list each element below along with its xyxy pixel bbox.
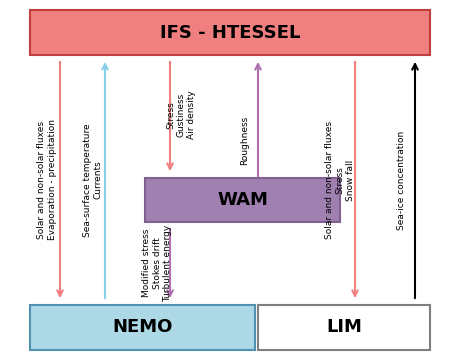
FancyBboxPatch shape bbox=[30, 10, 430, 55]
Text: Roughness: Roughness bbox=[240, 115, 249, 165]
Text: Solar and non-solar fluxes
Stress
Snow fall: Solar and non-solar fluxes Stress Snow f… bbox=[325, 121, 355, 239]
Text: IFS - HTESSEL: IFS - HTESSEL bbox=[160, 24, 300, 42]
Text: NEMO: NEMO bbox=[112, 319, 173, 337]
FancyBboxPatch shape bbox=[145, 178, 340, 222]
Text: Sea-ice concentration: Sea-ice concentration bbox=[397, 130, 406, 230]
Text: Stress
Gustiness
Air density: Stress Gustiness Air density bbox=[166, 90, 196, 139]
FancyBboxPatch shape bbox=[30, 305, 255, 350]
FancyBboxPatch shape bbox=[258, 305, 430, 350]
Text: Sea-surface temperature
Currents: Sea-surface temperature Currents bbox=[83, 123, 103, 237]
Text: Solar and non-solar fluxes
Evaporation - precipitation: Solar and non-solar fluxes Evaporation -… bbox=[37, 119, 57, 240]
Text: Modified stress
Stokes drift
Turbulent energy: Modified stress Stokes drift Turbulent e… bbox=[142, 224, 172, 302]
Text: LIM: LIM bbox=[326, 319, 362, 337]
Text: WAM: WAM bbox=[217, 191, 268, 209]
